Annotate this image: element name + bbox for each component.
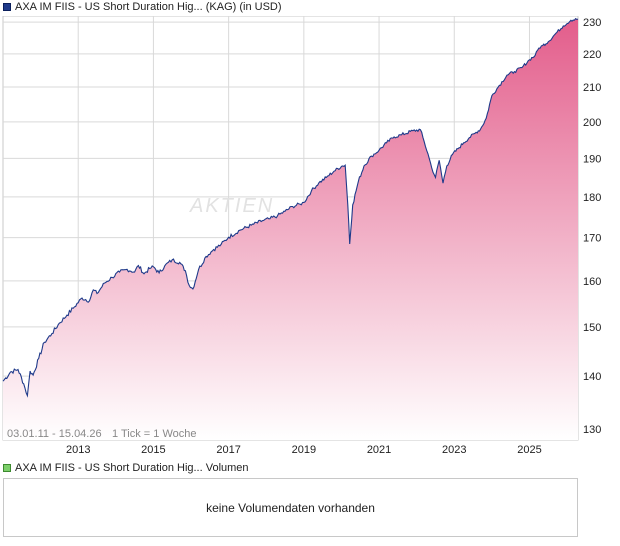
- y-tick-label: 160: [583, 276, 601, 288]
- y-tick-label: 190: [583, 153, 601, 165]
- y-tick-label: 200: [583, 117, 601, 129]
- y-tick-label: 180: [583, 192, 601, 204]
- price-line: [2, 17, 579, 398]
- price-chart: AKTIEN 130 140 150 160 170 180 190 200 210 220 230…: [2, 16, 601, 456]
- y-tick-label: 230: [583, 17, 601, 29]
- volume-color-swatch: [3, 464, 11, 472]
- y-tick-label: 170: [583, 233, 601, 245]
- x-tick-label: 2013: [66, 444, 90, 456]
- x-tick-label: 2015: [141, 444, 165, 456]
- x-tick-label: 2019: [292, 444, 316, 456]
- date-range-label: 03.01.11 - 15.04.26: [7, 428, 102, 440]
- price-area: [3, 18, 578, 440]
- y-tick-label: 150: [583, 322, 601, 334]
- volume-panel: keine Volumendaten vorhanden: [3, 478, 578, 537]
- price-chart-header: AXA IM FIIS - US Short Duration Hig... (…: [3, 0, 282, 14]
- x-tick-label: 2023: [442, 444, 466, 456]
- y-axis: 130 140 150 160 170 180 190 200 210 220 230: [583, 17, 601, 436]
- series-color-swatch: [3, 3, 11, 11]
- y-tick-label: 220: [583, 49, 601, 61]
- x-tick-label: 2021: [367, 444, 391, 456]
- no-volume-message: keine Volumendaten vorhanden: [206, 500, 375, 515]
- tick-interval-label: 1 Tick = 1 Woche: [112, 428, 196, 440]
- volume-chart-header: AXA IM FIIS - US Short Duration Hig... V…: [3, 461, 249, 475]
- volume-chart-title: AXA IM FIIS - US Short Duration Hig... V…: [15, 462, 249, 474]
- y-tick-label: 140: [583, 371, 601, 383]
- x-tick-label: 2025: [517, 444, 541, 456]
- price-chart-title: AXA IM FIIS - US Short Duration Hig... (…: [15, 1, 282, 13]
- x-axis: 2013 2015 2017 2019 2021 2023 2025: [66, 444, 542, 456]
- y-tick-label: 210: [583, 82, 601, 94]
- x-tick-label: 2017: [216, 444, 240, 456]
- watermark: AKTIEN: [189, 195, 274, 217]
- y-tick-label: 130: [583, 424, 601, 436]
